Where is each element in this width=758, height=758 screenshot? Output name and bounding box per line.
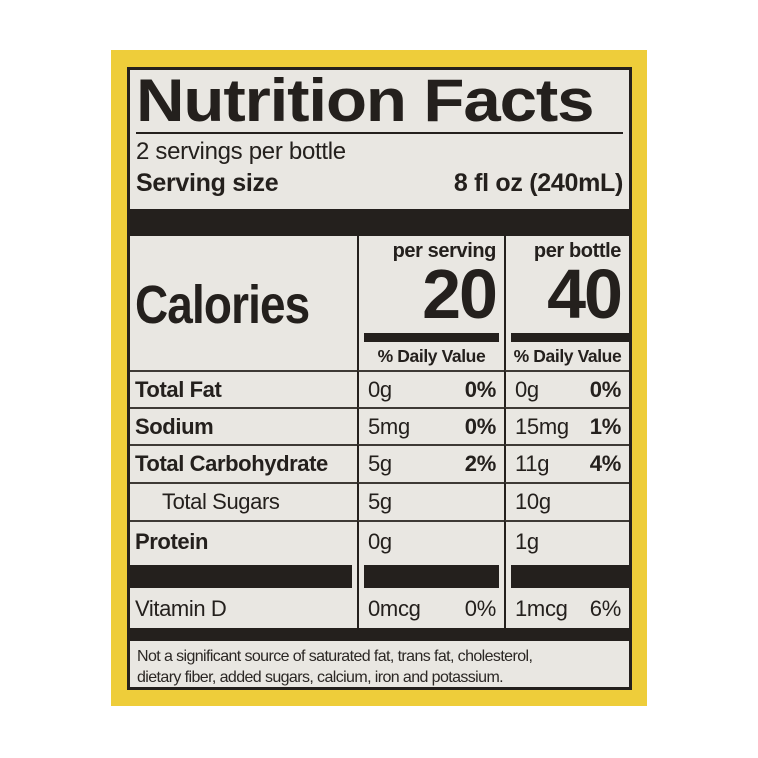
daily-value: 1%	[589, 413, 622, 439]
label-header: Nutrition Facts 2 servings per bottle Se…	[130, 70, 629, 209]
daily-value: 2%	[464, 451, 497, 476]
nutrient-name: Total Carbohydrate	[130, 444, 357, 482]
amount: 11g	[515, 451, 550, 476]
calories-per-serving-cell: per serving 20	[357, 236, 504, 342]
footnote: Not a significant source of saturated fa…	[130, 641, 629, 687]
separator-bar-segment	[511, 565, 629, 588]
photo-yellow-frame: Nutrition Facts 2 servings per bottle Se…	[111, 50, 647, 706]
per-serving-header: per serving	[392, 240, 497, 262]
nutrient-per-bottle: 0g 0%	[504, 370, 629, 407]
serving-size-label: Serving size	[136, 169, 279, 197]
nutrient-per-bottle: 10g	[504, 482, 629, 520]
nutrient-per-bottle: 11g 4%	[504, 444, 629, 482]
nutrition-facts-label: Nutrition Facts 2 servings per bottle Se…	[127, 67, 632, 690]
calories-underline-bar	[364, 333, 499, 342]
amount: 5g	[368, 451, 392, 476]
amount: 15mg	[515, 413, 569, 439]
daily-value: 6%	[589, 596, 622, 621]
amount: 0g	[368, 376, 392, 402]
title-rule	[136, 132, 623, 134]
calories-name-cell: Calories	[130, 236, 357, 342]
nutrient-per-bottle: 1g	[504, 520, 629, 562]
label-title: Nutrition Facts	[136, 67, 594, 134]
separator-segment	[130, 562, 357, 590]
vitamin-name: Vitamin D	[135, 596, 227, 621]
vitamin-per-bottle: 1mcg 6%	[504, 590, 629, 628]
daily-value-header-per-bottle: % Daily Value	[504, 342, 629, 370]
calories-underline-bar	[511, 333, 629, 342]
amount: 1mcg	[515, 596, 568, 621]
calories-per-bottle-cell: per bottle 40	[504, 236, 629, 342]
nutrient-per-serving: 5mg 0%	[357, 407, 504, 444]
nutrient-per-serving: 0g 0%	[357, 370, 504, 407]
amount: 5mg	[368, 413, 410, 439]
amount: 10g	[515, 489, 551, 514]
per-bottle-header: per bottle	[533, 240, 622, 262]
amount: 0mcg	[368, 596, 421, 621]
nutrient-name: Sodium	[130, 407, 357, 444]
nutrient-per-serving: 5g 2%	[357, 444, 504, 482]
separator-segment	[357, 562, 504, 590]
daily-value: 0%	[464, 376, 497, 402]
servings-per-container: 2 servings per bottle	[136, 138, 346, 165]
amount: 0g	[515, 376, 539, 402]
vitamin-per-serving: 0mcg 0%	[357, 590, 504, 628]
daily-value-empty-cell	[130, 342, 357, 370]
separator-bar-segment	[130, 565, 352, 588]
footnote-line: Not a significant source of saturated fa…	[137, 648, 533, 665]
nutrient-per-serving: 0g	[357, 520, 504, 562]
calories-label: Calories	[135, 275, 310, 335]
amount: 1g	[515, 529, 539, 554]
separator-segment	[504, 562, 629, 590]
separator-medium-bar	[130, 628, 629, 641]
nutrient-per-bottle: 15mg 1%	[504, 407, 629, 444]
amount: 0g	[368, 529, 392, 554]
nutrient-name: Protein	[130, 520, 357, 562]
amount: 5g	[368, 489, 392, 514]
footnote-line: dietary fiber, added sugars, calcium, ir…	[137, 669, 504, 686]
calories-per-bottle-value: 40	[547, 255, 623, 333]
serving-size-value: 8 fl oz (240mL)	[453, 169, 623, 197]
daily-value: 0%	[464, 596, 497, 621]
daily-value-header-per-serving: % Daily Value	[357, 342, 504, 370]
nutrition-table: Calories per serving 20 per bottle 40 % …	[130, 236, 629, 628]
daily-value: 4%	[589, 451, 622, 476]
nutrient-per-serving: 5g	[357, 482, 504, 520]
daily-value: 0%	[464, 413, 497, 439]
calories-per-serving-value: 20	[422, 255, 498, 333]
serving-size-row: Serving size 8 fl oz (240mL)	[136, 168, 623, 199]
separator-thick-bar	[130, 209, 629, 236]
separator-bar-segment	[364, 565, 499, 588]
nutrient-name: Total Fat	[130, 370, 357, 407]
nutrient-name: Total Sugars	[130, 482, 357, 520]
daily-value: 0%	[589, 376, 622, 402]
